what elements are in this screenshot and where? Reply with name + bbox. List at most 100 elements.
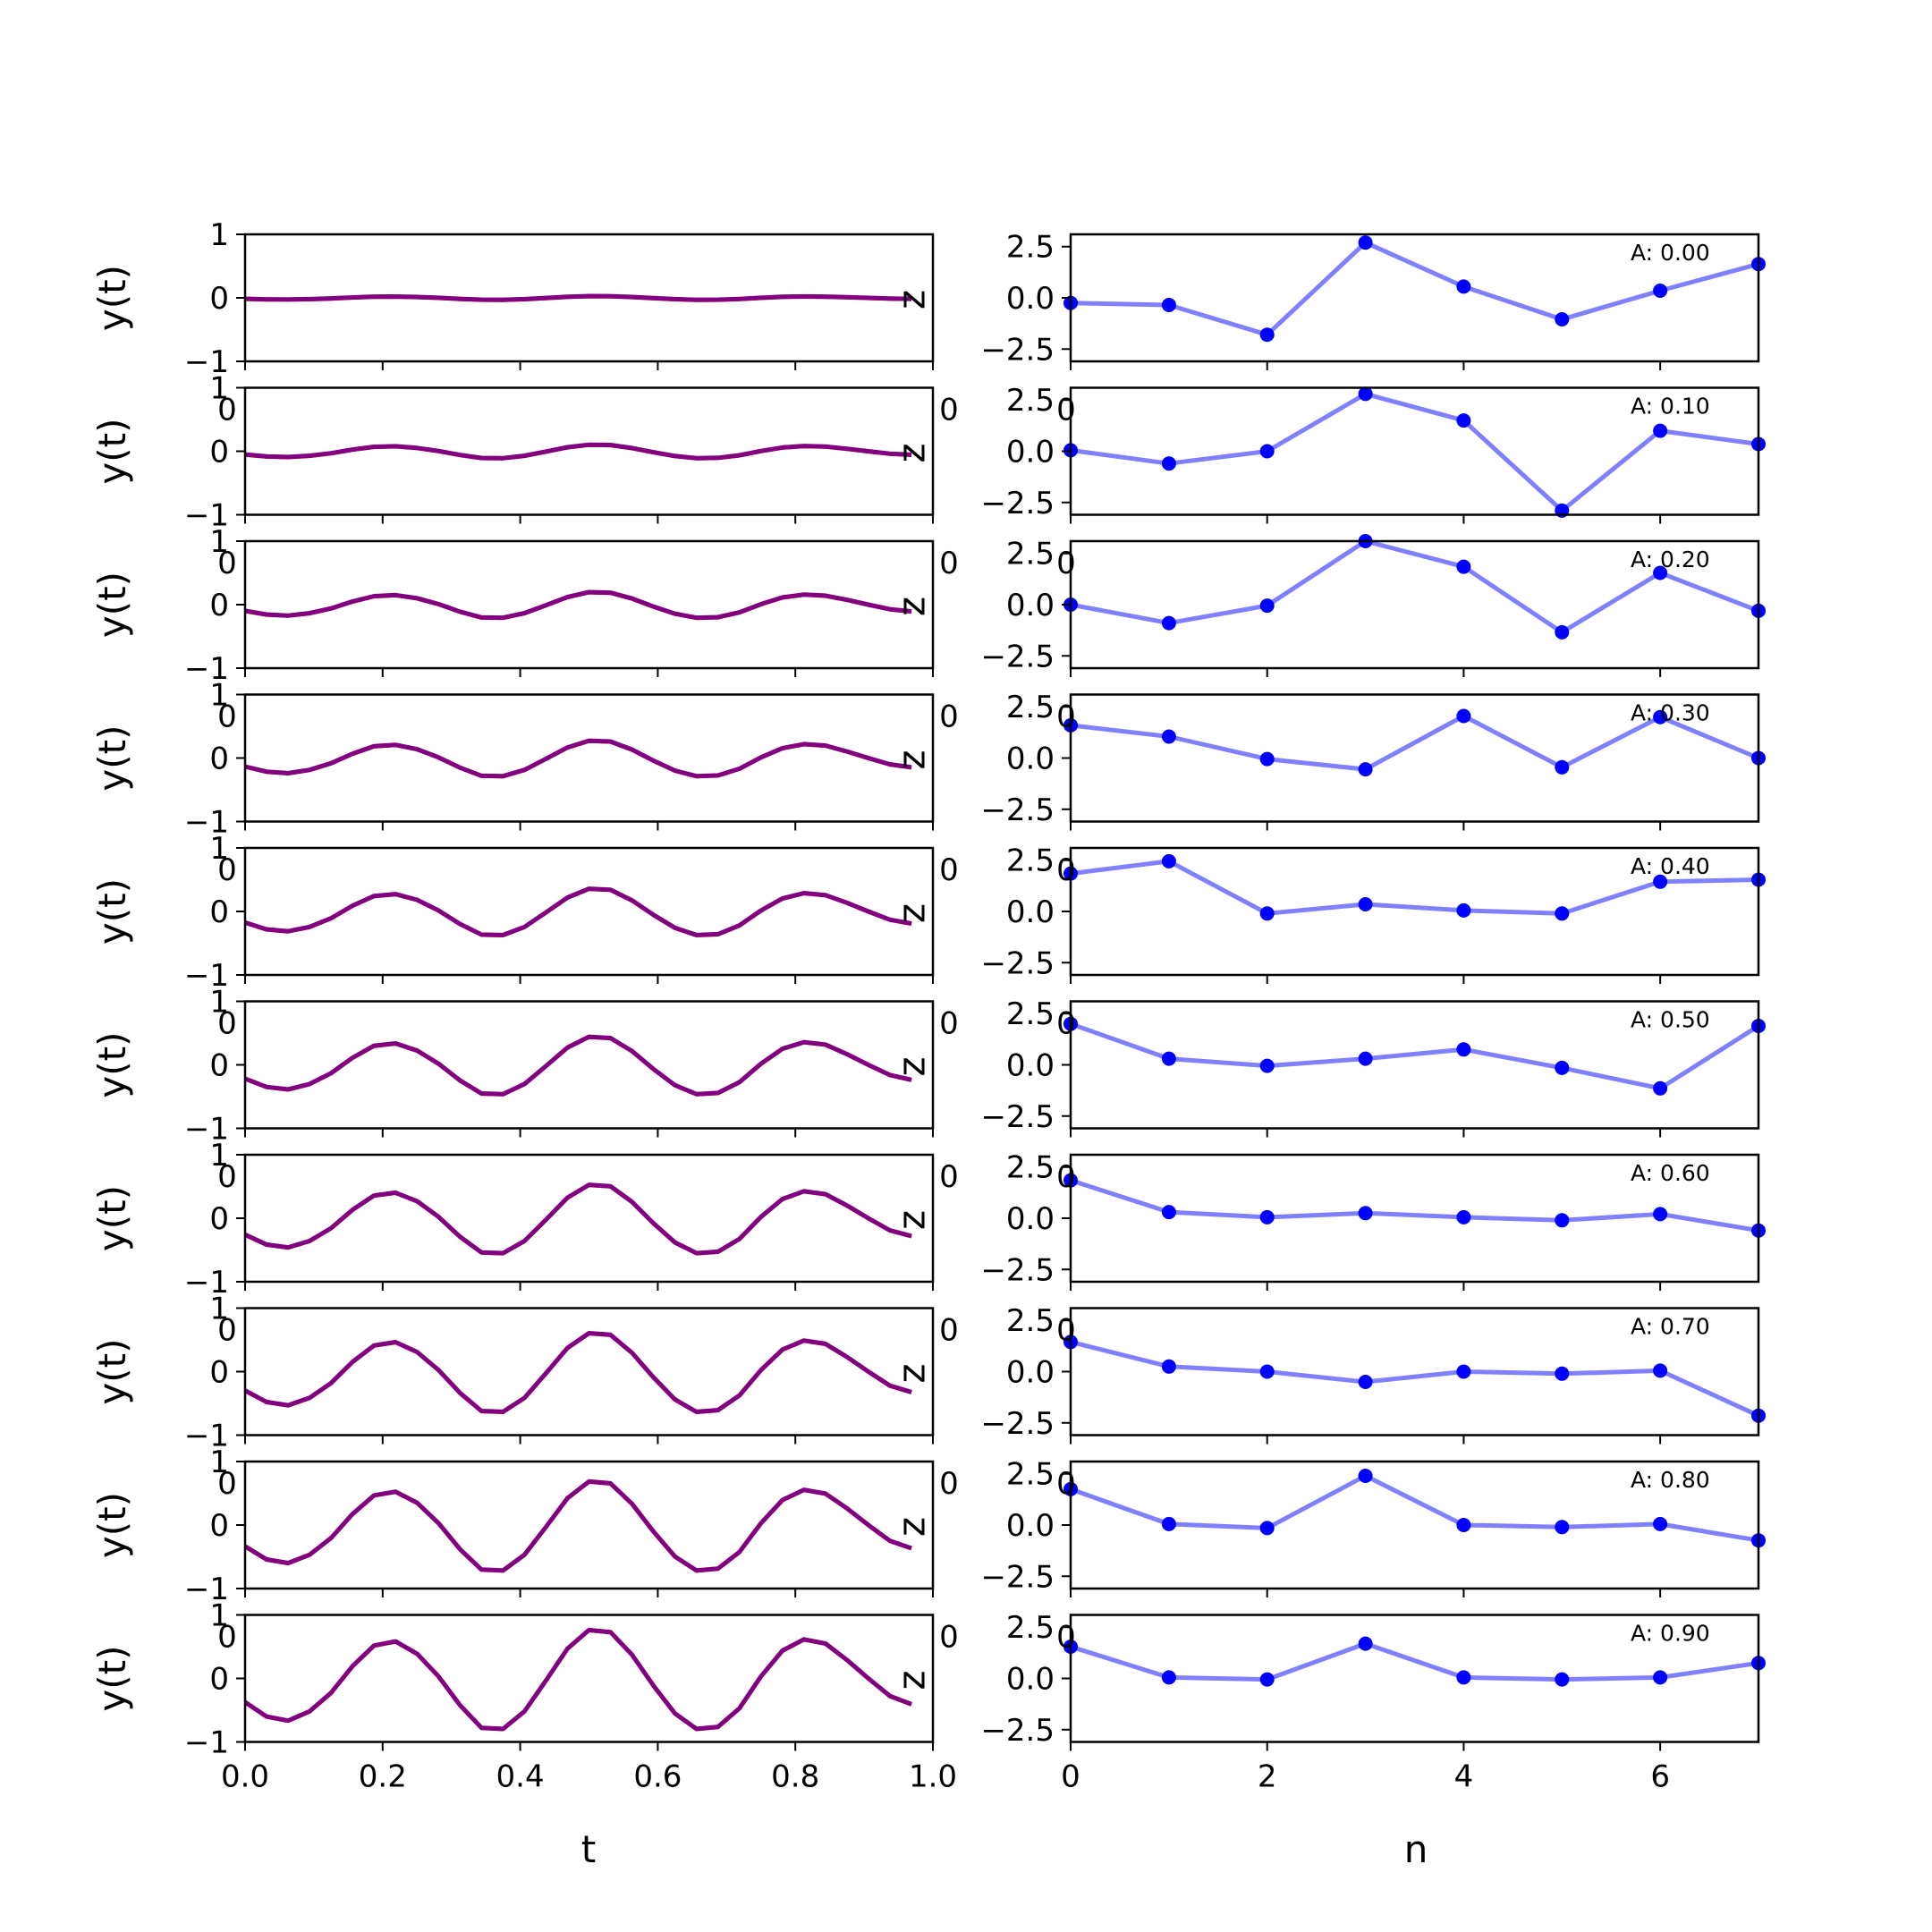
sequence-point: [1456, 1670, 1471, 1685]
stray-tick-label: 0: [939, 852, 959, 888]
y-tick-label: 1: [209, 1445, 229, 1480]
z-axis-label: z: [890, 290, 934, 309]
stray-tick-label: 0: [939, 1313, 959, 1349]
left-panel: 10−1y(t) z0 0: [90, 371, 959, 534]
sequence-point: [1456, 902, 1471, 918]
sequence-line: [1070, 538, 1759, 635]
right-panel: 2.5 0.0 −2.5 A: 0.80 0: [980, 1457, 1766, 1597]
y-tick-label: 0: [209, 741, 229, 777]
y-tick-label: 0.0: [1006, 588, 1055, 623]
sequence-point: [1653, 709, 1668, 724]
right-panels: 2.50.0−2.5A: 0.002.50.0−2.5A: 0.1002.50.…: [980, 230, 1766, 1795]
sequence-point: [1259, 751, 1275, 767]
stray-tick-label: 0: [217, 1006, 237, 1042]
sequence-point: [1653, 1080, 1668, 1096]
sequence-point: [1358, 1206, 1373, 1221]
sequence-point: [1358, 1636, 1373, 1651]
sequence-point: [1456, 279, 1471, 294]
left-panel: 10−1y(t) z0 0: [90, 1138, 959, 1301]
y-axis-label: y(t): [90, 1492, 134, 1558]
y-tick-label: 1: [209, 371, 229, 407]
stray-tick-label: 0: [217, 852, 237, 888]
y-tick-label: −2.5: [980, 1099, 1055, 1135]
left-panel: 10−1y(t) z0 0: [90, 831, 959, 994]
y-tick-label: 0: [209, 1662, 229, 1698]
right-panel: 2.5 0.0 −2.5 A: 0.50 0: [980, 996, 1766, 1138]
amplitude-annotation: A: 0.30: [1631, 700, 1710, 726]
y-tick-label: 2.5: [1006, 383, 1055, 419]
y-tick-label: 0: [209, 588, 229, 623]
y-tick-label: −1: [184, 958, 229, 994]
y-axis-label: y(t): [90, 265, 134, 331]
right-panel: 2.5 0.0 −2.5 A: 0.60 0: [980, 1150, 1766, 1291]
sequence-point: [1161, 1670, 1176, 1685]
x-tick-label: 0.0: [221, 1759, 269, 1795]
stray-tick-label: 0: [217, 699, 237, 735]
y-tick-label: 1: [209, 1138, 229, 1174]
y-tick-label: −1: [184, 1725, 229, 1761]
stray-tick-label: 0: [1056, 699, 1076, 735]
y-tick-label: −2.5: [980, 486, 1055, 521]
left-x-axis-label: t: [581, 1827, 596, 1871]
signal-line: [243, 1182, 912, 1256]
sequence-line: [1070, 1339, 1760, 1418]
sequence-point: [1555, 312, 1570, 326]
y-tick-label: 0.0: [1006, 741, 1055, 777]
stray-tick-label: 0: [939, 1466, 959, 1502]
sequence-point: [1456, 708, 1471, 724]
y-tick-label: −1: [184, 651, 229, 687]
y-tick-label: 2.5: [1006, 537, 1055, 572]
y-tick-label: 1: [209, 524, 229, 560]
z-axis-label: z: [890, 1517, 934, 1537]
sequence-point: [1259, 444, 1275, 459]
sequence-point: [1555, 759, 1570, 775]
y-axis-label: y(t): [90, 724, 134, 791]
sequence-point: [1358, 1051, 1373, 1066]
y-tick-label: 0.0: [1006, 1508, 1055, 1544]
sequence-point: [1653, 1670, 1668, 1685]
sequence-point: [1259, 1672, 1275, 1687]
sequence-line: [1070, 1178, 1759, 1233]
signal-line: [244, 1034, 912, 1097]
y-tick-label: 2.5: [1006, 1457, 1055, 1493]
stray-tick-label: 0: [1056, 1159, 1076, 1195]
sequence-point: [1456, 1364, 1471, 1379]
left-panel: 10−1y(t) z0 0: [90, 1292, 959, 1454]
y-axis-label: y(t): [90, 1338, 134, 1404]
y-axis-label: y(t): [90, 418, 134, 484]
z-axis-label: z: [890, 1670, 934, 1690]
signal-line: [243, 1479, 912, 1573]
amplitude-annotation: A: 0.40: [1631, 853, 1710, 879]
sequence-point: [1555, 1366, 1570, 1381]
z-axis-label: z: [890, 1363, 934, 1383]
y-tick-label: −1: [184, 1419, 229, 1454]
y-tick-label: 2.5: [1006, 996, 1055, 1032]
y-axis-label: y(t): [90, 572, 134, 638]
y-tick-label: 0.0: [1006, 894, 1055, 930]
signal-line: [243, 1331, 912, 1414]
sequence-point: [1358, 897, 1373, 911]
y-tick-label: 2.5: [1006, 230, 1055, 266]
stray-tick-label: 0: [1056, 852, 1076, 888]
sequence-point: [1259, 1521, 1275, 1536]
stray-tick-label: 0: [939, 546, 959, 581]
stray-tick-label: 0: [217, 1620, 237, 1656]
y-tick-label: −2.5: [980, 1713, 1055, 1749]
amplitude-annotation: A: 0.00: [1631, 240, 1710, 266]
left-panel: 10−1y(t) z0 0: [90, 524, 959, 687]
y-tick-label: 1: [209, 985, 229, 1021]
sequence-point: [1161, 456, 1176, 471]
stray-tick-label: 0: [217, 1466, 237, 1502]
stray-tick-label: 0: [1056, 1006, 1076, 1042]
y-tick-label: 1: [209, 678, 229, 714]
x-tick-label: 4: [1454, 1759, 1474, 1795]
sequence-line: [1070, 391, 1759, 513]
sequence-point: [1358, 386, 1373, 402]
y-tick-label: −1: [184, 805, 229, 841]
y-tick-label: 0: [209, 1048, 229, 1084]
y-tick-label: 0: [209, 435, 229, 470]
stray-tick-label: 0: [217, 393, 237, 428]
y-tick-label: 2.5: [1006, 1150, 1055, 1186]
z-axis-label: z: [890, 750, 934, 769]
z-axis-label: z: [890, 1056, 934, 1076]
